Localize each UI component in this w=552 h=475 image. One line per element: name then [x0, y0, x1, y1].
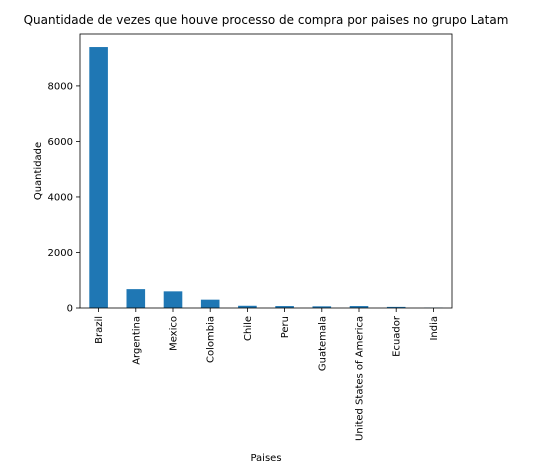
plot-area — [80, 34, 452, 308]
y-axis-label: Quantidade — [33, 142, 44, 200]
y-tick-label: 2000 — [48, 248, 73, 259]
plot-frame — [80, 34, 452, 308]
x-tick-label: Brazil — [94, 316, 105, 344]
y-tick-label: 4000 — [48, 192, 73, 203]
bar-brazil — [89, 47, 108, 308]
x-tick-label: Ecuador — [392, 315, 403, 357]
y-axis: 0 2000 4000 6000 8000 — [48, 81, 80, 314]
bar-argentina — [127, 289, 146, 308]
x-tick-label: Chile — [243, 316, 254, 341]
x-axis-label: Paises — [250, 453, 281, 464]
x-tick-label: Colombia — [206, 316, 217, 363]
x-tick-label: Argentina — [131, 316, 142, 365]
x-tick-label: Guatemala — [317, 316, 328, 371]
bar-mexico — [164, 291, 183, 308]
y-tick-label: 6000 — [48, 137, 73, 148]
x-tick-label: India — [429, 316, 440, 341]
bar-colombia — [201, 300, 220, 308]
x-tick-label: United States of America — [355, 316, 366, 441]
x-tick-label: Mexico — [169, 316, 180, 351]
y-tick-label: 0 — [67, 304, 73, 315]
x-tick-label: Peru — [280, 316, 291, 338]
y-tick-label: 8000 — [48, 81, 73, 92]
chart-title: Quantidade de vezes que houve processo d… — [24, 13, 509, 27]
x-axis: Brazil Argentina Mexico Colombia Chile Peru Gu… — [94, 308, 440, 441]
